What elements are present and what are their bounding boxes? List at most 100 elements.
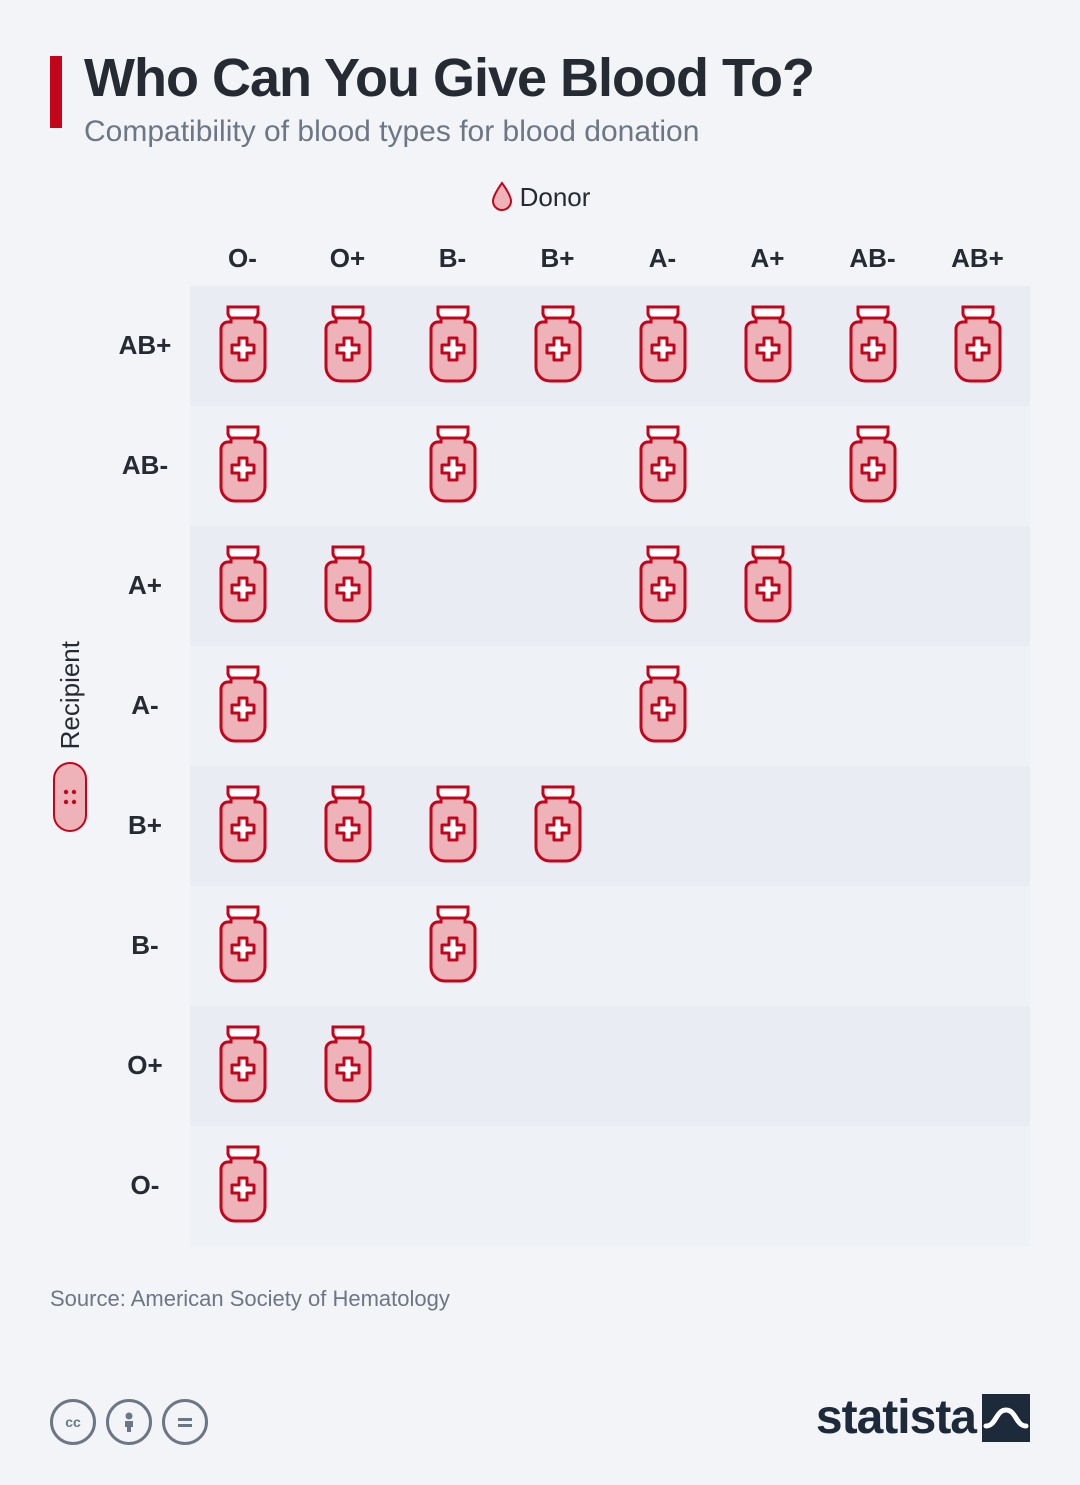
blood-bag-icon: [838, 301, 908, 391]
svg-text:cc: cc: [65, 1414, 81, 1430]
donor-head: O+: [295, 231, 400, 286]
grid-cell: [295, 526, 400, 646]
page-title: Who Can You Give Blood To?: [84, 50, 1030, 107]
donor-head: AB+: [925, 231, 1030, 286]
grid-cell: [925, 646, 1030, 766]
grid-cell: [190, 1126, 295, 1246]
grid-cell: [925, 406, 1030, 526]
blood-bag-icon: [418, 421, 488, 511]
recipient-head: B-: [100, 886, 190, 1006]
statista-wave-icon: [982, 1394, 1030, 1442]
grid-cell: [400, 1126, 505, 1246]
accent-bar: [50, 56, 62, 128]
blood-bag-icon: [313, 1021, 383, 1111]
grid-cell: [295, 886, 400, 1006]
recipient-head: O-: [100, 1126, 190, 1246]
grid-cell: [820, 1006, 925, 1126]
blood-bag-icon: [208, 541, 278, 631]
donor-label: Donor: [50, 181, 1030, 213]
grid-cell: [925, 766, 1030, 886]
blood-bag-icon: [208, 301, 278, 391]
grid-cell: [925, 526, 1030, 646]
blood-bag-icon: [523, 781, 593, 871]
grid-cell: [820, 526, 925, 646]
compatibility-grid: O-O+B-B+A-A+AB-AB+AB+AB-A+A-B+B-O+O-: [100, 231, 1030, 1246]
grid-cell: [505, 646, 610, 766]
recipient-head: O+: [100, 1006, 190, 1126]
by-icon: [106, 1399, 152, 1445]
blood-bag-icon: [313, 541, 383, 631]
grid-cell: [505, 526, 610, 646]
grid-cell: [505, 286, 610, 406]
blood-bag-icon: [418, 301, 488, 391]
blood-bag-icon: [733, 541, 803, 631]
grid-cell: [295, 406, 400, 526]
recipient-head: AB+: [100, 286, 190, 406]
blood-bag-icon: [313, 301, 383, 391]
grid-cell: [190, 886, 295, 1006]
blood-drop-icon: [490, 181, 514, 211]
grid-cell: [610, 886, 715, 1006]
grid-cell: [400, 886, 505, 1006]
grid-cell: [610, 1006, 715, 1126]
bandage-icon: [50, 759, 90, 835]
grid-cell: [400, 526, 505, 646]
grid-cell: [295, 286, 400, 406]
grid-corner: [100, 231, 190, 286]
grid-cell: [400, 406, 505, 526]
donor-head: O-: [190, 231, 295, 286]
blood-bag-icon: [418, 901, 488, 991]
grid-cell: [505, 886, 610, 1006]
blood-bag-icon: [628, 301, 698, 391]
recipient-head: B+: [100, 766, 190, 886]
footer: cc statista: [50, 1390, 1030, 1445]
donor-head: A-: [610, 231, 715, 286]
grid-cell: [190, 526, 295, 646]
blood-bag-icon: [628, 541, 698, 631]
grid-cell: [715, 286, 820, 406]
grid-cell: [400, 286, 505, 406]
blood-bag-icon: [523, 301, 593, 391]
grid-cell: [190, 286, 295, 406]
donor-head: B-: [400, 231, 505, 286]
blood-bag-icon: [313, 781, 383, 871]
blood-bag-icon: [628, 661, 698, 751]
recipient-head: A-: [100, 646, 190, 766]
nd-icon: [162, 1399, 208, 1445]
blood-bag-icon: [208, 421, 278, 511]
statista-logo: statista: [816, 1390, 1030, 1445]
blood-bag-icon: [208, 1141, 278, 1231]
grid-cell: [505, 766, 610, 886]
grid-cell: [505, 1006, 610, 1126]
blood-bag-icon: [943, 301, 1013, 391]
grid-cell: [400, 766, 505, 886]
grid-cell: [925, 1006, 1030, 1126]
donor-head: AB-: [820, 231, 925, 286]
grid-cell: [715, 526, 820, 646]
grid-cell: [820, 286, 925, 406]
blood-bag-icon: [208, 781, 278, 871]
page-subtitle: Compatibility of blood types for blood d…: [84, 115, 1030, 149]
grid-cell: [715, 646, 820, 766]
grid-cell: [190, 1006, 295, 1126]
grid-cell: [715, 1006, 820, 1126]
recipient-head: AB-: [100, 406, 190, 526]
grid-cell: [820, 886, 925, 1006]
grid-cell: [715, 766, 820, 886]
grid-cell: [715, 1126, 820, 1246]
grid-cell: [400, 1006, 505, 1126]
blood-bag-icon: [418, 781, 488, 871]
blood-bag-icon: [733, 301, 803, 391]
blood-bag-icon: [628, 421, 698, 511]
grid-cell: [820, 1126, 925, 1246]
grid-cell: [610, 406, 715, 526]
donor-head: A+: [715, 231, 820, 286]
grid-cell: [610, 526, 715, 646]
grid-cell: [820, 646, 925, 766]
header: Who Can You Give Blood To? Compatibility…: [50, 50, 1030, 149]
grid-cell: [925, 886, 1030, 1006]
grid-cell: [715, 886, 820, 1006]
grid-cell: [295, 646, 400, 766]
grid-cell: [610, 766, 715, 886]
grid-cell: [820, 406, 925, 526]
